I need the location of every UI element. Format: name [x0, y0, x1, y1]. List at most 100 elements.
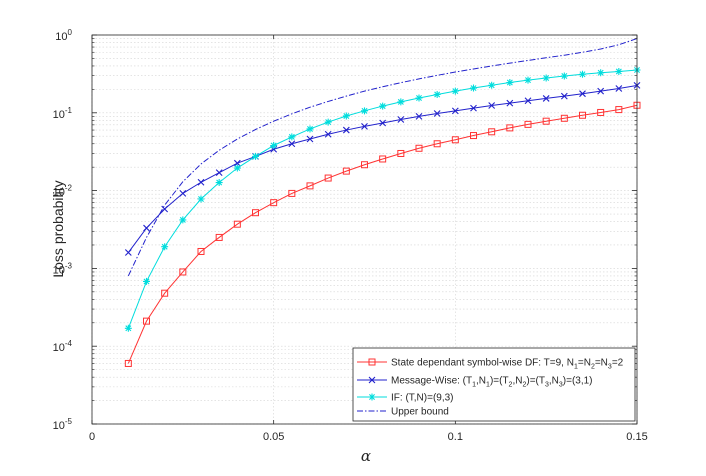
data-point-mw — [397, 116, 405, 123]
legend-text-part: =N — [595, 358, 608, 369]
data-point-sdf — [233, 220, 241, 228]
y-tick-label: 10-2 — [53, 184, 73, 199]
data-point-sdf — [252, 209, 259, 217]
legend-subscript: 2 — [591, 364, 595, 371]
legend-subscript: 3 — [559, 382, 563, 389]
data-point-if — [179, 216, 187, 224]
data-point-if — [233, 164, 241, 172]
data-point-if — [488, 81, 496, 89]
data-point-mw — [506, 99, 514, 107]
data-point-mw — [488, 102, 496, 109]
data-point-mw — [288, 140, 296, 148]
legend-text-part: ,N — [476, 376, 486, 387]
y-tick-exponent: -4 — [65, 339, 73, 348]
series-line-sdf — [127, 104, 638, 364]
y-tick-exponent: -1 — [65, 106, 73, 115]
data-point-mw — [179, 190, 187, 197]
legend-subscript: 3 — [608, 364, 612, 371]
data-point-if — [560, 72, 568, 80]
y-tick-base: 10 — [55, 31, 67, 43]
data-point-if — [615, 67, 623, 75]
series-line-ub — [127, 38, 638, 277]
legend-text-part: )=(T — [490, 376, 509, 387]
data-point-if — [470, 84, 477, 92]
data-point-if — [415, 94, 423, 102]
data-point-if — [288, 133, 296, 141]
legend-text-part: State dependant symbol-wise DF: T=9, N — [391, 358, 574, 369]
data-point-sdf — [597, 108, 605, 116]
data-point-if — [597, 69, 605, 77]
y-tick-label: 10-1 — [53, 106, 73, 121]
legend-subscript: 1 — [472, 382, 476, 389]
legend-text-part: =2 — [612, 358, 624, 369]
data-point-sdf — [379, 155, 387, 163]
legend-text-part: ,N — [549, 376, 559, 387]
y-tick-base: 10 — [53, 109, 65, 121]
series-layer — [124, 38, 641, 367]
y-tick-label: 10-5 — [53, 417, 73, 432]
x-tick-label: 0.05 — [263, 431, 284, 443]
series-mw — [124, 82, 641, 256]
data-point-sdf — [161, 289, 169, 297]
legend-text-part: Upper bound — [391, 407, 449, 418]
y-tick-base: 10 — [53, 420, 65, 432]
legend-marker-if — [368, 393, 376, 401]
plot-frame — [91, 34, 638, 425]
legend-box — [352, 347, 636, 422]
legend-subscript: 1 — [574, 364, 578, 371]
legend: State dependant symbol-wise DF: T=9, N1=… — [352, 347, 636, 422]
data-point-if — [270, 141, 278, 149]
data-point-sdf — [179, 268, 187, 276]
data-point-sdf — [451, 136, 459, 144]
data-point-sdf — [288, 189, 296, 197]
data-point-sdf — [415, 144, 423, 152]
legend-subscript: 3 — [545, 382, 549, 389]
legend-item-if: IF: (T,N)=(9,3) — [357, 393, 454, 404]
data-point-sdf — [524, 120, 532, 128]
legend-text-part: Message-Wise: (T — [391, 376, 472, 387]
data-point-sdf — [270, 199, 278, 207]
data-point-if — [397, 98, 405, 106]
y-tick-label: 10-4 — [53, 339, 73, 354]
data-point-if — [161, 243, 169, 251]
data-point-if — [306, 125, 314, 133]
data-point-if — [542, 74, 550, 82]
data-point-mw — [433, 110, 441, 117]
data-point-sdf — [397, 149, 405, 157]
data-point-sdf — [579, 111, 586, 119]
y-tick-label: 10-3 — [53, 261, 73, 276]
y-tick-base: 10 — [53, 187, 65, 199]
data-point-mw — [342, 126, 350, 134]
data-point-sdf — [197, 247, 205, 255]
y-tick-base: 10 — [53, 264, 65, 276]
data-point-sdf — [542, 117, 550, 125]
data-point-sdf — [143, 317, 150, 325]
data-point-if — [215, 179, 223, 187]
legend-subscript: 2 — [522, 382, 526, 389]
legend-label-if: IF: (T,N)=(9,3) — [391, 393, 454, 404]
data-point-if — [379, 102, 387, 110]
data-point-sdf — [306, 182, 314, 190]
data-point-mw — [542, 95, 550, 102]
data-point-mw — [615, 85, 623, 92]
data-point-mw — [579, 90, 586, 98]
data-point-if — [579, 70, 586, 78]
legend-text-part: )=(T — [526, 376, 545, 387]
data-point-mw — [560, 92, 568, 100]
x-axis-label: α — [361, 447, 371, 465]
data-point-if — [342, 112, 350, 120]
data-point-if — [433, 90, 441, 98]
legend-label-ub: Upper bound — [391, 407, 449, 418]
data-point-sdf — [506, 124, 514, 132]
data-point-mw — [451, 107, 459, 115]
legend-item-ub: Upper bound — [357, 407, 449, 418]
y-tick-exponent: -5 — [65, 417, 73, 426]
data-point-sdf — [124, 359, 132, 367]
data-point-mw — [470, 104, 477, 112]
data-point-sdf — [488, 128, 496, 136]
data-point-sdf — [615, 106, 623, 114]
legend-label-mw: Message-Wise: (T1,N1)=(T2,N2)=(T3,N3)=(3… — [391, 376, 593, 389]
data-point-sdf — [361, 161, 368, 169]
data-point-mw — [124, 249, 132, 256]
